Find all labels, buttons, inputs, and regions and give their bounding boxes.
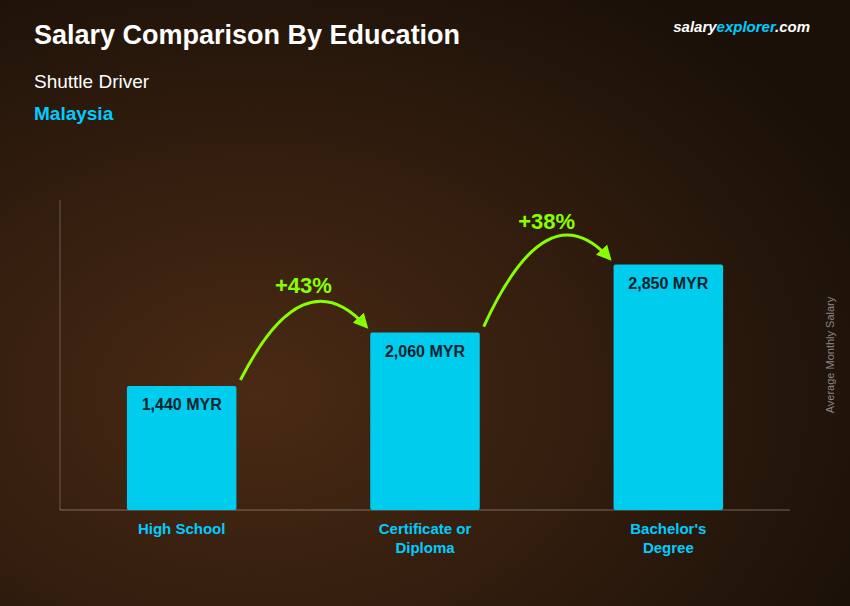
data-label: 2,060 MYR	[385, 343, 465, 360]
background	[0, 0, 850, 606]
source-part: salary	[673, 18, 717, 35]
x-tick-label: Certificate orDiploma	[379, 520, 472, 556]
data-label: 2,850 MYR	[628, 275, 708, 292]
bar	[370, 333, 480, 510]
source: salaryexplorer.com	[673, 18, 810, 35]
source-part: .com	[775, 18, 810, 35]
bar	[614, 265, 724, 510]
bars	[127, 265, 723, 510]
source-part: explorer	[717, 18, 777, 35]
chart: Salary Comparison By Education Shuttle Dr…	[0, 0, 850, 606]
chart-container: Salary Comparison By Education Shuttle Dr…	[0, 0, 850, 606]
arrow	[484, 235, 610, 327]
bar	[127, 386, 236, 510]
subtitle: Shuttle Driver	[34, 71, 150, 92]
title: Salary Comparison By Education	[34, 20, 460, 50]
y-axis-line	[60, 200, 61, 510]
data-label: 1,440 MYR	[142, 396, 222, 413]
arrow	[240, 301, 366, 380]
y-axis-label: Average Monthly Salary	[824, 296, 836, 413]
x-tick-label: Bachelor'sDegree	[630, 520, 706, 556]
annotation: +38%	[518, 209, 575, 234]
x-tick-label: High School	[138, 520, 226, 537]
subtitle: Malaysia	[34, 103, 114, 124]
annotation: +43%	[275, 273, 332, 298]
